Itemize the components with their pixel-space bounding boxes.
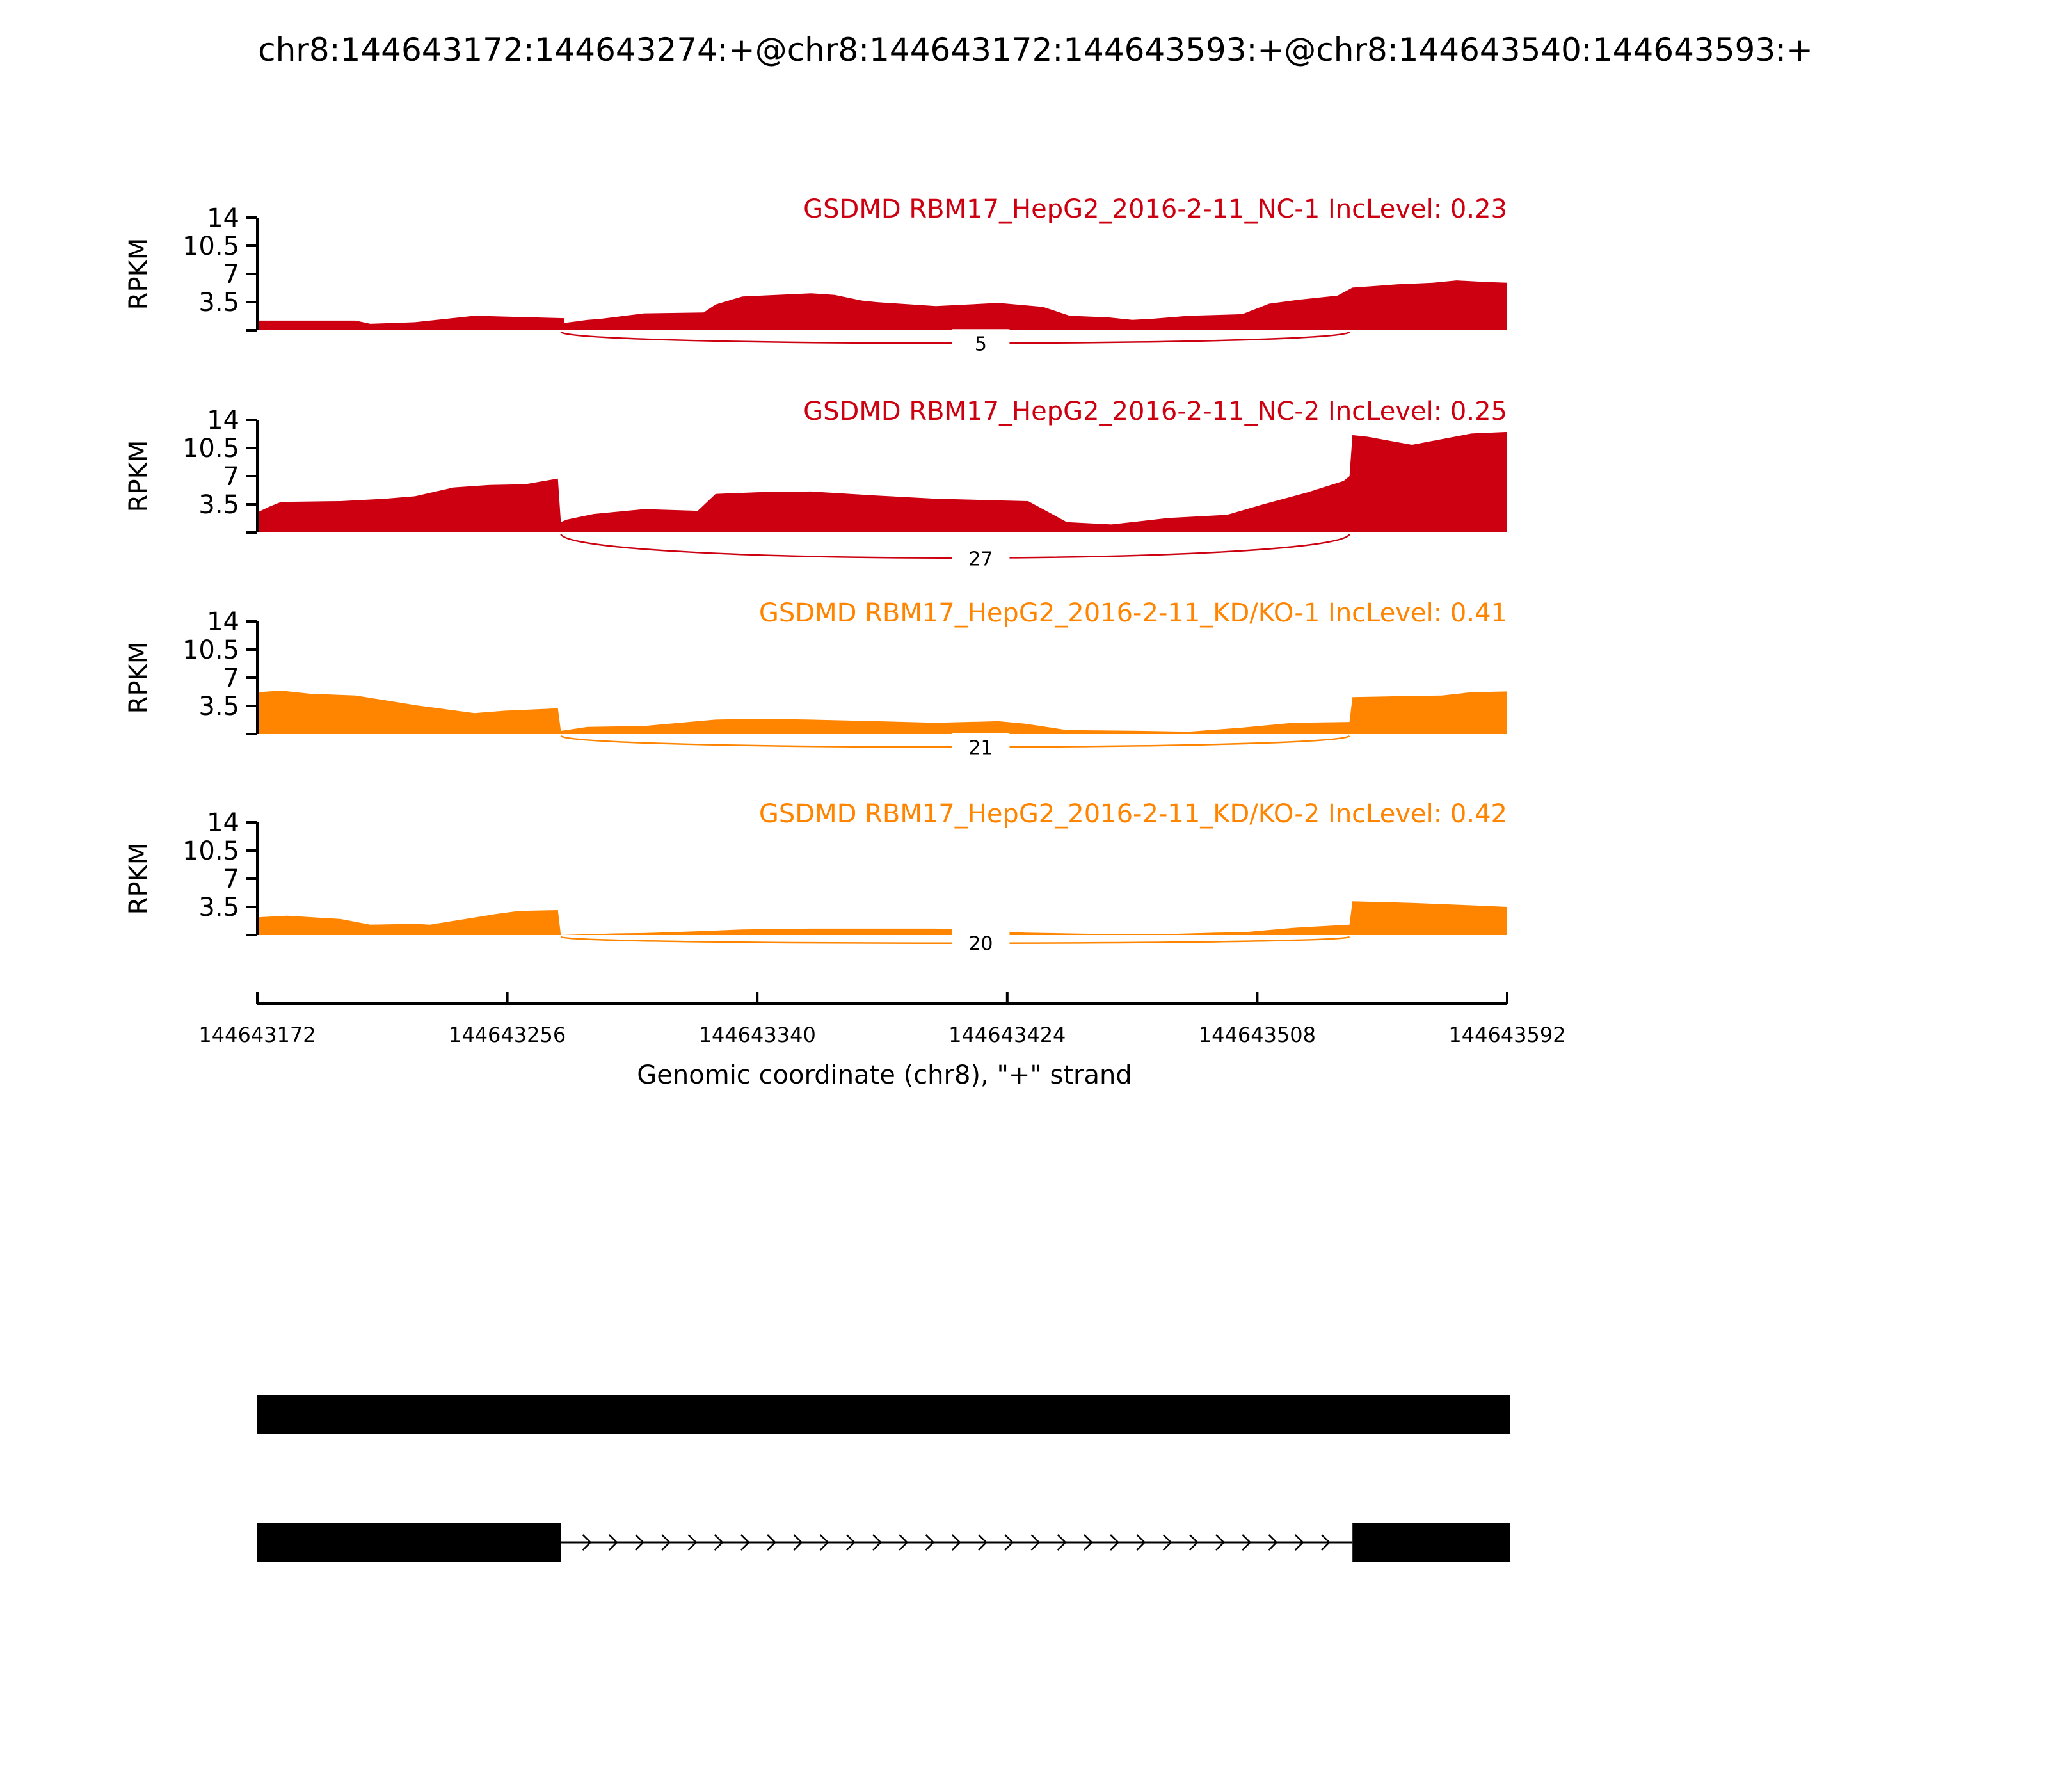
strand-arrow bbox=[740, 1534, 750, 1551]
junction-count-label: 5 bbox=[975, 333, 987, 355]
y-axis-label: RPKM bbox=[124, 440, 154, 513]
strand-arrow bbox=[767, 1534, 776, 1551]
strand-arrow bbox=[1188, 1534, 1199, 1551]
y-tick-label: 10.5 bbox=[182, 836, 239, 866]
strand-arrow bbox=[899, 1534, 909, 1551]
strand-arrow bbox=[1057, 1534, 1067, 1551]
y-tick-label: 14 bbox=[207, 607, 239, 637]
strand-arrow bbox=[1110, 1534, 1119, 1551]
x-axis-label: Genomic coordinate (chr8), "+" strand bbox=[637, 1060, 1132, 1090]
y-tick-label: 7 bbox=[223, 462, 239, 492]
y-tick-label: 3.5 bbox=[198, 490, 239, 520]
exon-block bbox=[257, 1395, 1510, 1434]
y-tick-label: 3.5 bbox=[198, 692, 239, 721]
y-tick-label: 10.5 bbox=[182, 636, 239, 665]
strand-arrow bbox=[1321, 1534, 1331, 1551]
strand-arrow bbox=[819, 1534, 829, 1551]
y-tick-label: 10.5 bbox=[182, 434, 239, 463]
y-tick-label: 14 bbox=[207, 808, 239, 838]
junction-count-label: 21 bbox=[968, 737, 993, 759]
isoform-track bbox=[257, 1395, 1510, 1434]
strand-arrow bbox=[978, 1534, 988, 1551]
y-tick-label: 14 bbox=[207, 204, 239, 233]
junction-label-bg bbox=[952, 733, 1010, 762]
strand-arrow bbox=[1162, 1534, 1172, 1551]
coverage-area bbox=[257, 431, 1507, 532]
x-tick-label: 144643172 bbox=[198, 1023, 316, 1047]
strand-arrow bbox=[661, 1534, 671, 1551]
y-tick-label: 7 bbox=[223, 260, 239, 289]
strand-arrow bbox=[1242, 1534, 1252, 1551]
x-axis: 144643172 144643256 144643340 144643424 1446… bbox=[198, 992, 1566, 1047]
x-tick-label: 144643592 bbox=[1448, 1023, 1565, 1047]
series-label: GSDMD RBM17_HepG2_2016-2-11_NC-1 IncLeve… bbox=[803, 195, 1507, 224]
y-axis-label: RPKM bbox=[124, 843, 154, 915]
strand-arrow bbox=[872, 1534, 882, 1551]
junction-label-bg bbox=[952, 929, 1010, 957]
junction-count-label: 20 bbox=[968, 932, 993, 955]
strand-arrow bbox=[1215, 1534, 1225, 1551]
isoform-track bbox=[257, 1523, 1510, 1562]
y-tick-label: 14 bbox=[207, 406, 239, 435]
strand-arrow bbox=[845, 1534, 856, 1551]
x-tick-label: 144643256 bbox=[449, 1023, 566, 1047]
series-label: GSDMD RBM17_HepG2_2016-2-11_KD/KO-2 IncL… bbox=[759, 799, 1507, 829]
series-label: GSDMD RBM17_HepG2_2016-2-11_NC-2 IncLeve… bbox=[803, 397, 1507, 426]
y-tick-label: 7 bbox=[223, 664, 239, 693]
exon-block bbox=[257, 1523, 561, 1562]
y-axis-label: RPKM bbox=[124, 642, 154, 714]
exon-block bbox=[1352, 1523, 1510, 1562]
x-tick-label: 144643340 bbox=[699, 1023, 816, 1047]
junction-label-bg bbox=[952, 329, 1010, 358]
junction-label-bg bbox=[952, 544, 1010, 573]
strand-arrow bbox=[925, 1534, 935, 1551]
strand-arrow bbox=[1136, 1534, 1146, 1551]
strand-arrow bbox=[1004, 1534, 1014, 1551]
strand-arrow bbox=[1294, 1534, 1304, 1551]
strand-arrow bbox=[687, 1534, 698, 1551]
series-label: GSDMD RBM17_HepG2_2016-2-11_KD/KO-1 IncL… bbox=[759, 598, 1507, 628]
coverage-area bbox=[257, 901, 1507, 935]
strand-arrow bbox=[714, 1534, 724, 1551]
y-tick-label: 3.5 bbox=[198, 893, 239, 922]
chart-title: chr8:144643172:144643274:+@chr8:14464317… bbox=[258, 31, 1813, 68]
y-tick-label: 10.5 bbox=[182, 232, 239, 261]
strand-arrow bbox=[635, 1534, 644, 1551]
strand-arrow bbox=[608, 1534, 618, 1551]
strand-arrow bbox=[1084, 1534, 1093, 1551]
y-tick-label: 7 bbox=[223, 865, 239, 894]
coverage-area bbox=[257, 691, 1507, 734]
strand-arrow bbox=[793, 1534, 803, 1551]
x-tick-label: 144643508 bbox=[1199, 1023, 1316, 1047]
y-axis-label: RPKM bbox=[124, 238, 154, 310]
strand-arrow bbox=[1268, 1534, 1278, 1551]
coverage-area bbox=[257, 280, 1507, 330]
strand-arrow bbox=[582, 1534, 592, 1551]
y-tick-label: 3.5 bbox=[198, 288, 239, 317]
junction-count-label: 27 bbox=[968, 548, 993, 571]
x-tick-label: 144643424 bbox=[948, 1023, 1066, 1047]
strand-arrow bbox=[951, 1534, 961, 1551]
strand-arrow bbox=[1030, 1534, 1041, 1551]
gene-model bbox=[257, 1395, 1510, 1562]
